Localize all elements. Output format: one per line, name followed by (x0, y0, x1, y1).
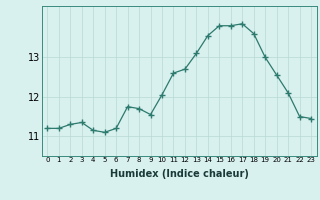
X-axis label: Humidex (Indice chaleur): Humidex (Indice chaleur) (110, 169, 249, 179)
